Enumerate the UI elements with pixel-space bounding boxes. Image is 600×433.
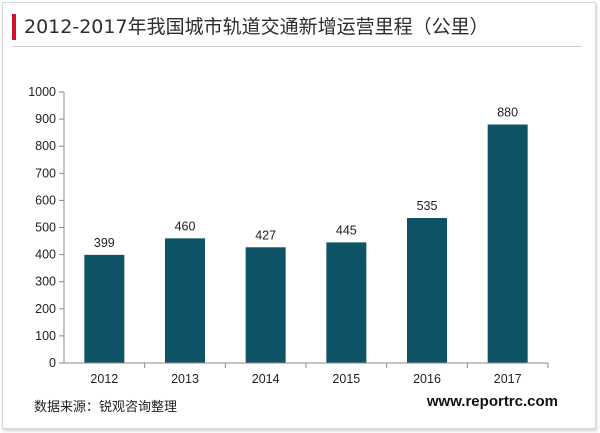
bar-2017 [487, 124, 528, 364]
x-tick-label-2012: 2012 [90, 372, 118, 386]
bar-2014 [245, 247, 286, 363]
bars: 399 460 427 445 535 880 [84, 106, 528, 364]
title-divider [12, 46, 582, 47]
y-tick-label: 900 [35, 112, 56, 126]
bar-2013 [165, 238, 205, 363]
bar-2015 [326, 242, 367, 363]
website-link[interactable]: www.reportrc.com [426, 393, 558, 410]
x-tick-label-2013: 2013 [171, 372, 199, 386]
bar-2012 [84, 254, 125, 363]
y-axis: 0 100 200 300 400 500 600 700 800 900 1000 [28, 85, 65, 370]
x-tick-label-2017: 2017 [494, 372, 522, 386]
x-axis: 2012 2013 2014 2015 2016 2017 [64, 362, 549, 386]
y-tick-label: 600 [35, 193, 56, 207]
y-tick-label: 200 [35, 302, 56, 316]
y-tick-label: 500 [35, 221, 56, 235]
x-tick-label-2015: 2015 [332, 372, 360, 386]
bar-2016 [407, 218, 447, 363]
title-accent-bar [12, 14, 16, 40]
data-label-2014: 427 [255, 228, 276, 242]
chart-title: 2012-2017年我国城市轨道交通新增运营里程（公里） [24, 16, 489, 38]
data-label-2013: 460 [175, 219, 196, 233]
data-label-2017: 880 [497, 106, 518, 120]
y-tick-label: 300 [35, 275, 56, 289]
y-tick-label: 0 [49, 356, 56, 370]
x-tick-label-2014: 2014 [252, 372, 280, 386]
data-label-2016: 535 [417, 199, 438, 213]
data-label-2012: 399 [94, 236, 115, 250]
source-note: 数据来源：锐观咨询整理 [34, 400, 178, 415]
y-tick-label: 400 [35, 248, 56, 262]
y-tick-label: 1000 [28, 85, 56, 99]
y-tick-label: 800 [35, 139, 56, 153]
x-tick-label-2016: 2016 [413, 372, 441, 386]
data-label-2015: 445 [336, 223, 357, 237]
y-tick-label: 100 [35, 329, 56, 343]
y-tick-label: 700 [35, 166, 56, 180]
